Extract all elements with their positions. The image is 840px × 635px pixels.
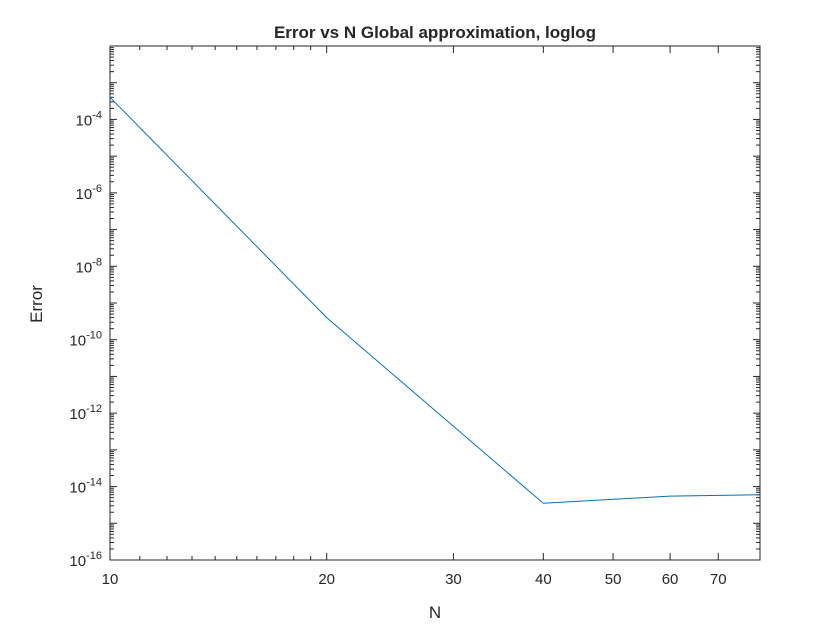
x-tick-label: 40 xyxy=(535,571,552,588)
y-tick-label: 10-10 xyxy=(69,330,102,350)
axes-box xyxy=(109,45,761,561)
y-tick-label: 10-16 xyxy=(69,550,102,570)
x-tick-label: 20 xyxy=(318,571,335,588)
y-tick-label: 10-12 xyxy=(69,403,102,423)
y-tick-label: 10-8 xyxy=(76,256,102,276)
y-tick-label: 10-4 xyxy=(76,109,102,129)
x-tick-label: 70 xyxy=(710,571,727,588)
x-tick-label: 30 xyxy=(445,571,462,588)
x-tick-label: 50 xyxy=(605,571,622,588)
x-tick-label: 10 xyxy=(102,571,119,588)
x-axis-label: N xyxy=(429,603,441,622)
x-tick-label: 60 xyxy=(662,571,679,588)
axes: 10 20 30 40 50 60 70 10-16 10-14 10-12 10-10 10-8 10… xyxy=(69,45,761,588)
plot-area xyxy=(109,96,761,504)
series-line-1 xyxy=(109,96,761,504)
y-tick-label: 10-14 xyxy=(69,477,102,497)
chart-title: Error vs N Global approximation, loglog xyxy=(274,23,596,42)
y-tick-label: 10-6 xyxy=(76,183,102,203)
y-axis-label: Error xyxy=(27,285,46,323)
